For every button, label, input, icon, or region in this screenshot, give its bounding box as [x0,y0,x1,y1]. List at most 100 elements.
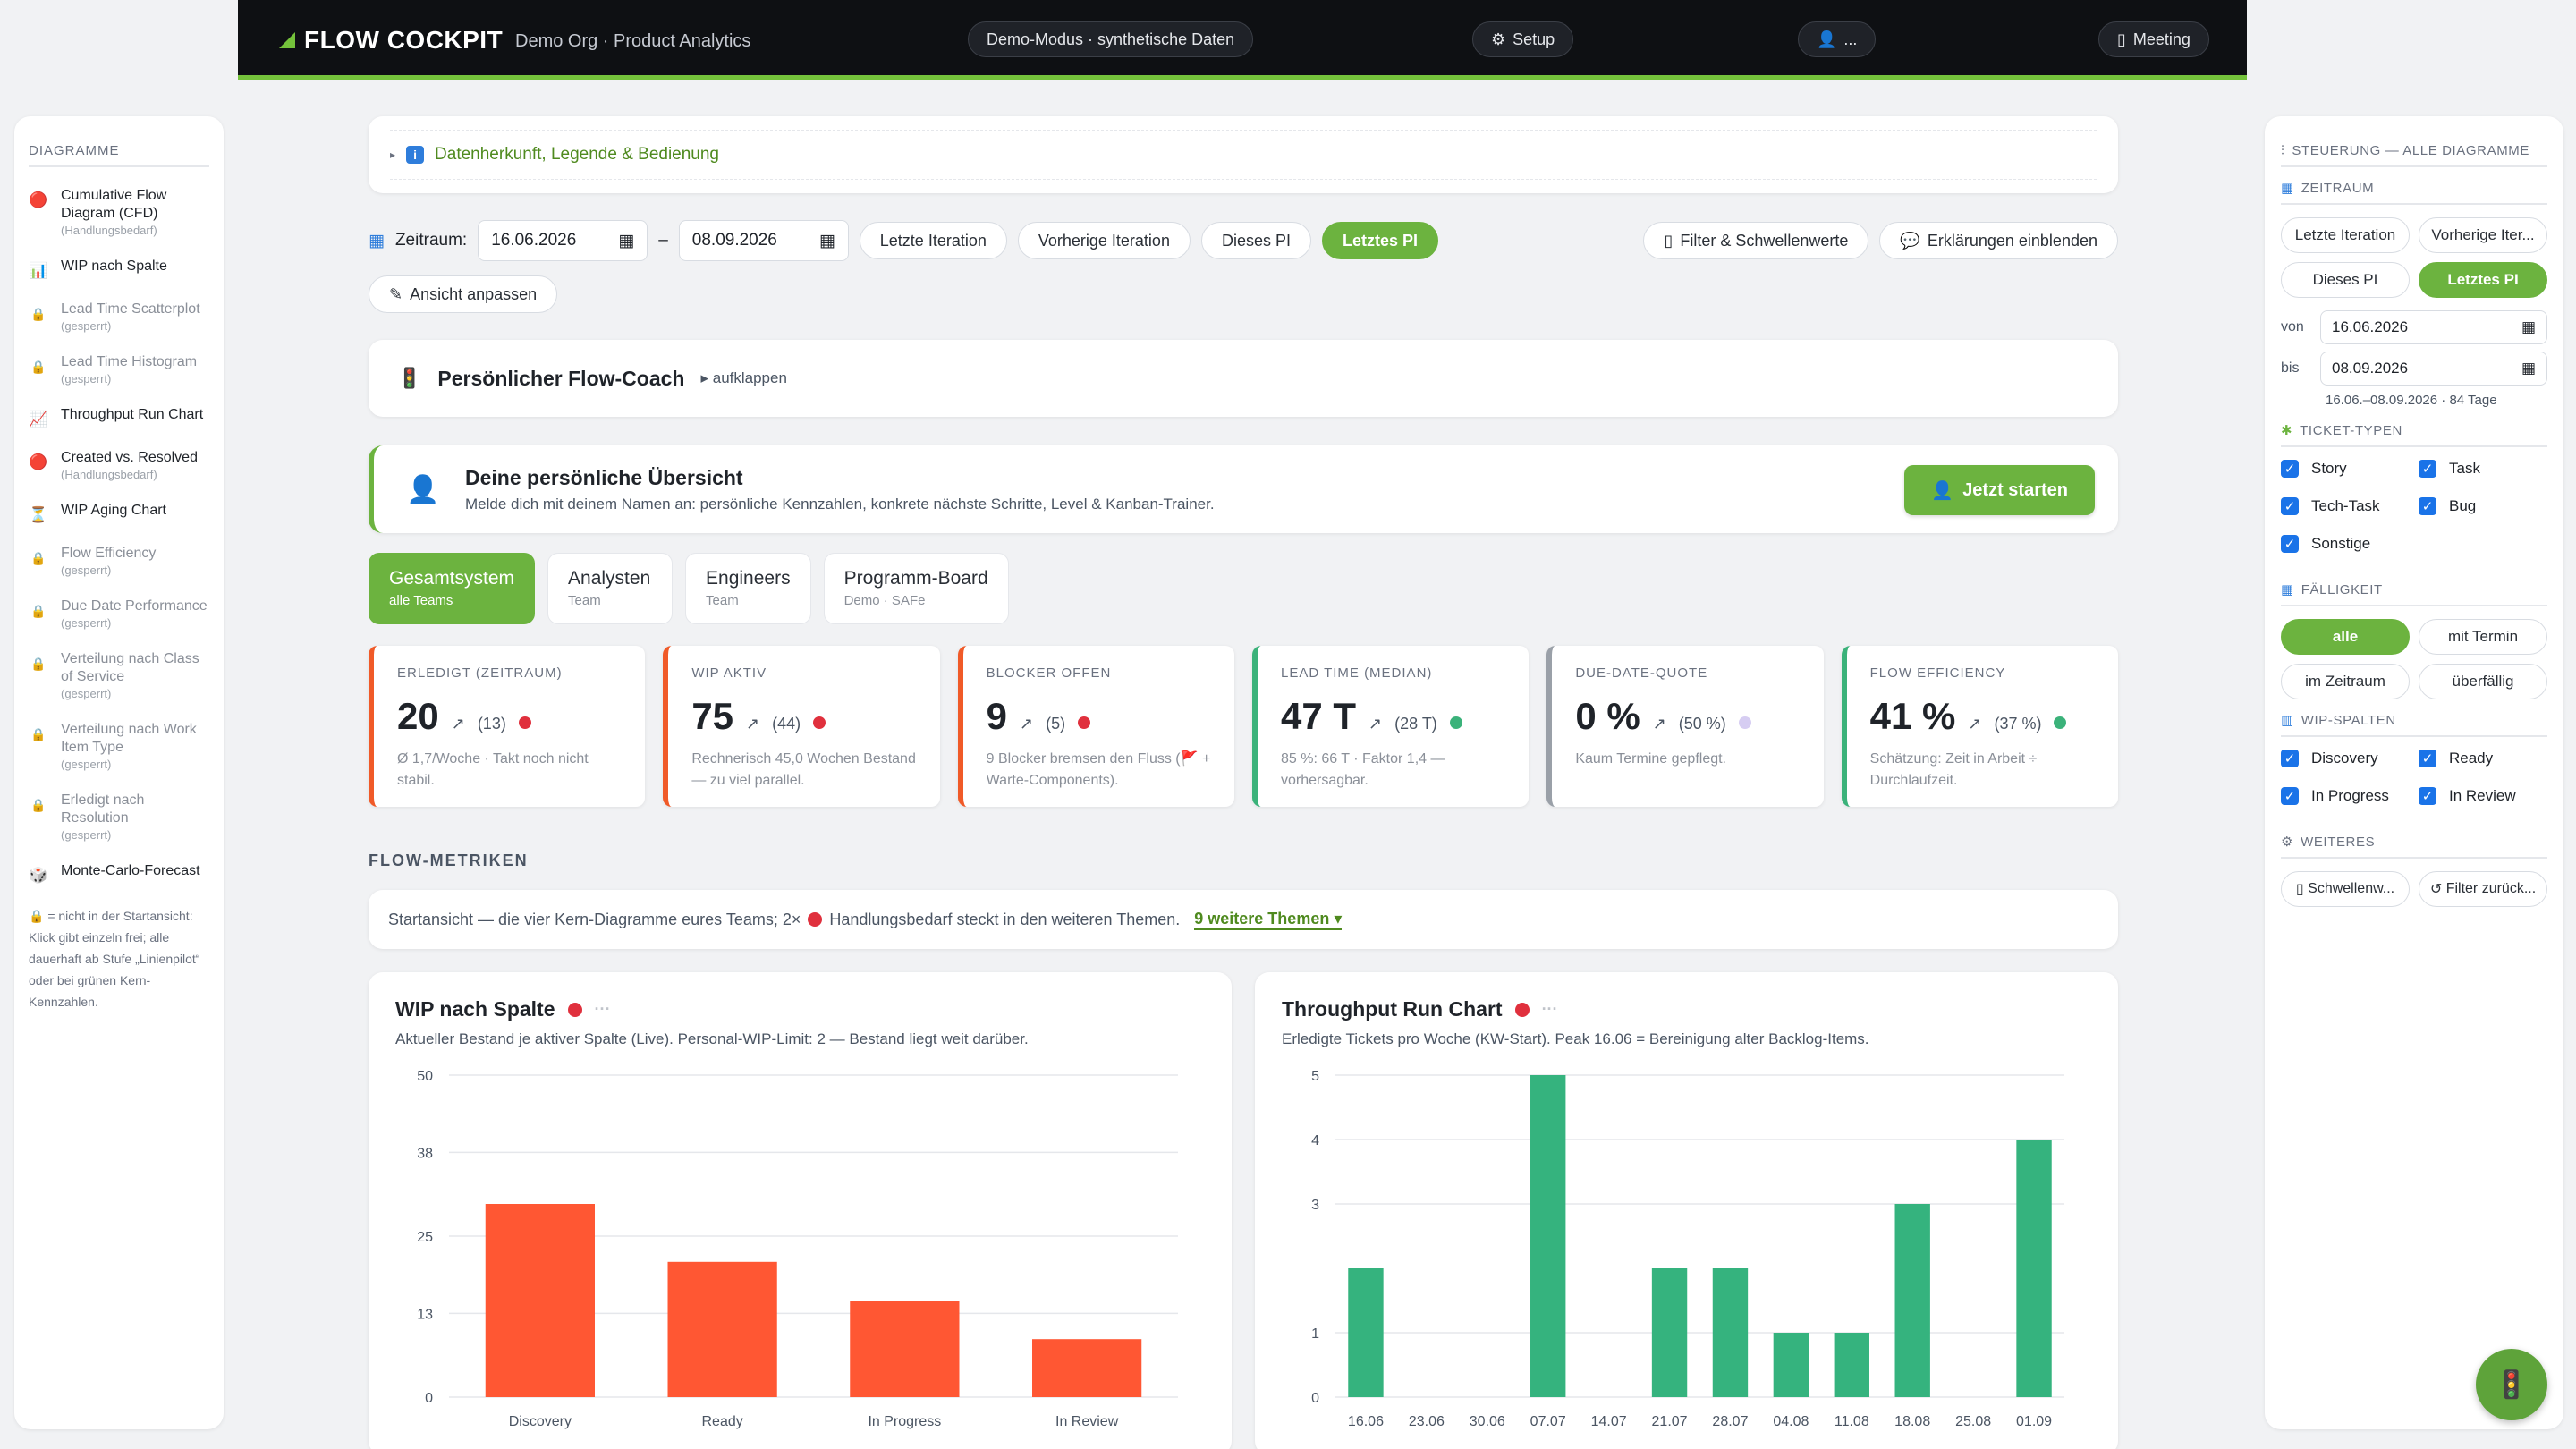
reset-filter-button[interactable]: ↺ Filter zurück... [2419,871,2547,907]
calendar-picker-icon[interactable]: ▦ [2521,318,2536,335]
checkbox-checked-icon[interactable]: ✓ [2281,787,2299,805]
status-dot [567,1002,582,1017]
flow-coach-fab[interactable]: 🚦 [2476,1349,2547,1420]
kpi-card[interactable]: DUE-DATE-QUOTE 0 % ↗ (50 %) Kaum Termine gep… [1546,646,1824,807]
tab-analysten[interactable]: Analysten Team [547,553,674,624]
sidebar-item-label: Created vs. Resolved (Handlungsbedarf) [61,449,198,482]
ticket-task-checkbox[interactable]: ✓ Task [2419,460,2547,478]
sidebar-item-9[interactable]: 🔒 Verteilung nach Class of Service (gesper… [29,650,209,701]
more-topics-link[interactable]: 9 weitere Themen ▾ [1194,910,1343,930]
sidebar-item-11[interactable]: 🔒 Erledigt nach Resolution (gesperrt) [29,792,209,843]
kpi-value: 47 T [1280,695,1357,737]
wip-in-review-checkbox[interactable]: ✓ In Review [2419,787,2547,805]
demo-mode-badge[interactable]: Demo-Modus · synthetische Daten [968,21,1254,57]
kpi-previous-value: (5) [1046,715,1066,733]
kpi-card[interactable]: BLOCKER OFFEN 9 ↗ (5) 9 Blocker bremsen den … [957,646,1234,807]
throughput-chart-subtitle: Erledigte Tickets pro Woche (KW-Start). … [1282,1030,1869,1047]
calendar-picker-icon[interactable]: ▦ [818,231,835,250]
preset-last-iteration[interactable]: Letzte Iteration [859,222,1007,259]
preset-previous-iteration[interactable]: Vorherige Iteration [1017,222,1191,259]
von-date-input[interactable]: 16.06.2026 ▦ [2320,310,2547,344]
ticket-story-checkbox[interactable]: ✓ Story [2281,460,2410,478]
hourglass-icon: ⏳ [29,506,48,523]
sidebar-item-10[interactable]: 🔒 Verteilung nach Work Item Type (gesperrt… [29,721,209,772]
zeitraum-heading: ▦ ZEITRAUM [2281,180,2547,205]
kpi-card[interactable]: WIP AKTIV 75 ↗ (44) Rechnerisch 45,0 Wochen … [663,646,940,807]
filter-thresholds-button[interactable]: ▯ Filter & Schwellenwerte [1643,222,1869,259]
customize-view-button[interactable]: ✎ Ansicht anpassen [369,275,558,313]
charts-row: WIP nach Spalte ··· Aktueller Bestand je … [369,972,2118,1449]
ticket-bug-label: Bug [2449,497,2477,514]
checkbox-checked-icon[interactable]: ✓ [2281,497,2299,515]
ticket-bug-checkbox[interactable]: ✓ Bug [2419,497,2547,515]
flow-coach-toggle[interactable]: ▸ aufklappen [700,369,787,386]
to-date-input[interactable]: 08.09.2026 ▦ [678,220,849,261]
bis-date-input[interactable]: 08.09.2026 ▦ [2320,352,2547,386]
sidebar-item-text: Due Date Performance [61,598,208,614]
traffic-light-icon: 🚦 [2495,1369,2529,1400]
setup-button[interactable]: ⚙ Setup [1472,21,1574,57]
sidebar-item-7[interactable]: 🔒 Flow Efficiency (gesperrt) [29,545,209,578]
y-tick-label: 50 [417,1069,433,1084]
flow-coach-title: Persönlicher Flow-Coach [437,366,685,390]
sidebar-item-1[interactable]: 📊 WIP nach Spalte [29,258,209,281]
checkbox-checked-icon[interactable]: ✓ [2419,750,2436,767]
calendar-picker-icon[interactable]: ▦ [618,231,635,250]
checkbox-checked-icon[interactable]: ✓ [2281,750,2299,767]
wip-ready-checkbox[interactable]: ✓ Ready [2419,750,2547,767]
x-tick-label: Ready [702,1414,743,1429]
tab-gesamtsystem[interactable]: Gesamtsystem alle Teams [369,553,536,624]
more-options-icon[interactable]: ··· [1541,1000,1558,1018]
sidebar-item-0[interactable]: 🔴 Cumulative Flow Diagram (CFD) (Handlungs… [29,187,209,238]
kpi-card[interactable]: FLOW EFFICIENCY 41 % ↗ (37 %) Schätzung: Zei… [1841,646,2118,807]
bar [1773,1333,1809,1397]
start-now-button[interactable]: 👤 Jetzt starten [1904,465,2095,515]
thresholds-button[interactable]: ▯ Schwellenw... [2281,871,2410,907]
kpi-card[interactable]: ERLEDIGT (ZEITRAUM) 20 ↗ (13) Ø 1,7/Woche · … [369,646,646,807]
user-button[interactable]: 👤... [1798,21,1877,57]
sidebar-item-6[interactable]: ⏳ WIP Aging Chart [29,502,209,525]
sidebar-item-12[interactable]: 🎲 Monte-Carlo-Forecast [29,862,209,886]
period-this-pi[interactable]: Dieses PI [2281,262,2410,298]
data-info-toggle[interactable]: ▸ i Datenherkunft, Legende & Bedienung [390,130,2097,180]
flow-coach-panel[interactable]: 🚦 Persönlicher Flow-Coach ▸ aufklappen [369,340,2118,417]
data-info-label: Datenherkunft, Legende & Bedienung [435,145,720,164]
wip-in-progress-checkbox[interactable]: ✓ In Progress [2281,787,2410,805]
due-overdue[interactable]: überfällig [2419,664,2547,699]
show-explanations-button[interactable]: 💬 Erklärungen einblenden [1879,222,2118,259]
lock-icon: 🔒 [30,726,47,741]
kpi-card[interactable]: LEAD TIME (MEDIAN) 47 T ↗ (28 T) 85 %: 66 T … [1251,646,1530,807]
checkbox-checked-icon[interactable]: ✓ [2281,460,2299,478]
checkbox-checked-icon[interactable]: ✓ [2281,535,2299,553]
period-last-pi[interactable]: Letztes PI [2419,262,2547,298]
sidebar-item-text: Throughput Run Chart [61,407,204,422]
due-with-date[interactable]: mit Termin [2419,619,2547,655]
sidebar-item-2[interactable]: 🔒 Lead Time Scatterplot (gesperrt) [29,301,209,334]
tab-programm-board[interactable]: Programm-Board Demo · SAFe [823,553,1009,624]
ticket-tech-task-checkbox[interactable]: ✓ Tech-Task [2281,497,2410,515]
wip-columns-heading-text: WIP-SPALTEN [2301,712,2396,728]
checkbox-checked-icon[interactable]: ✓ [2419,787,2436,805]
from-date-input[interactable]: 16.06.2026 ▦ [478,220,648,261]
date-separator: – [658,231,668,250]
wip-discovery-checkbox[interactable]: ✓ Discovery [2281,750,2410,767]
throughput-chart-svg: 0 1 3 4 5 16.06 23.06 30.06 07.07 14.07 21.07 28.07… [1311,1069,2064,1429]
checkbox-checked-icon[interactable]: ✓ [2419,497,2436,515]
checkbox-checked-icon[interactable]: ✓ [2419,460,2436,478]
preset-this-pi[interactable]: Dieses PI [1200,222,1311,259]
due-all[interactable]: alle [2281,619,2410,655]
sidebar-item-5[interactable]: 🔴 Created vs. Resolved (Handlungsbedarf) [29,449,209,482]
tab-engineers[interactable]: Engineers Team [685,553,811,624]
sidebar-item-4[interactable]: 📈 Throughput Run Chart [29,406,209,429]
sidebar-item-8[interactable]: 🔒 Due Date Performance (gesperrt) [29,597,209,631]
due-in-range[interactable]: im Zeitraum [2281,664,2410,699]
period-last-iteration[interactable]: Letzte Iteration [2281,217,2410,253]
meeting-button[interactable]: ▯ Meeting [2098,21,2209,57]
period-previous-iteration[interactable]: Vorherige Iter... [2419,217,2547,253]
sidebar-item-3[interactable]: 🔒 Lead Time Histogram (gesperrt) [29,353,209,386]
more-options-icon[interactable]: ··· [594,1000,611,1018]
show-explanations-label: Erklärungen einblenden [1927,231,2097,250]
preset-last-pi[interactable]: Letztes PI [1321,222,1439,259]
calendar-picker-icon[interactable]: ▦ [2521,360,2536,377]
ticket-sonstige-checkbox[interactable]: ✓ Sonstige [2281,535,2410,553]
